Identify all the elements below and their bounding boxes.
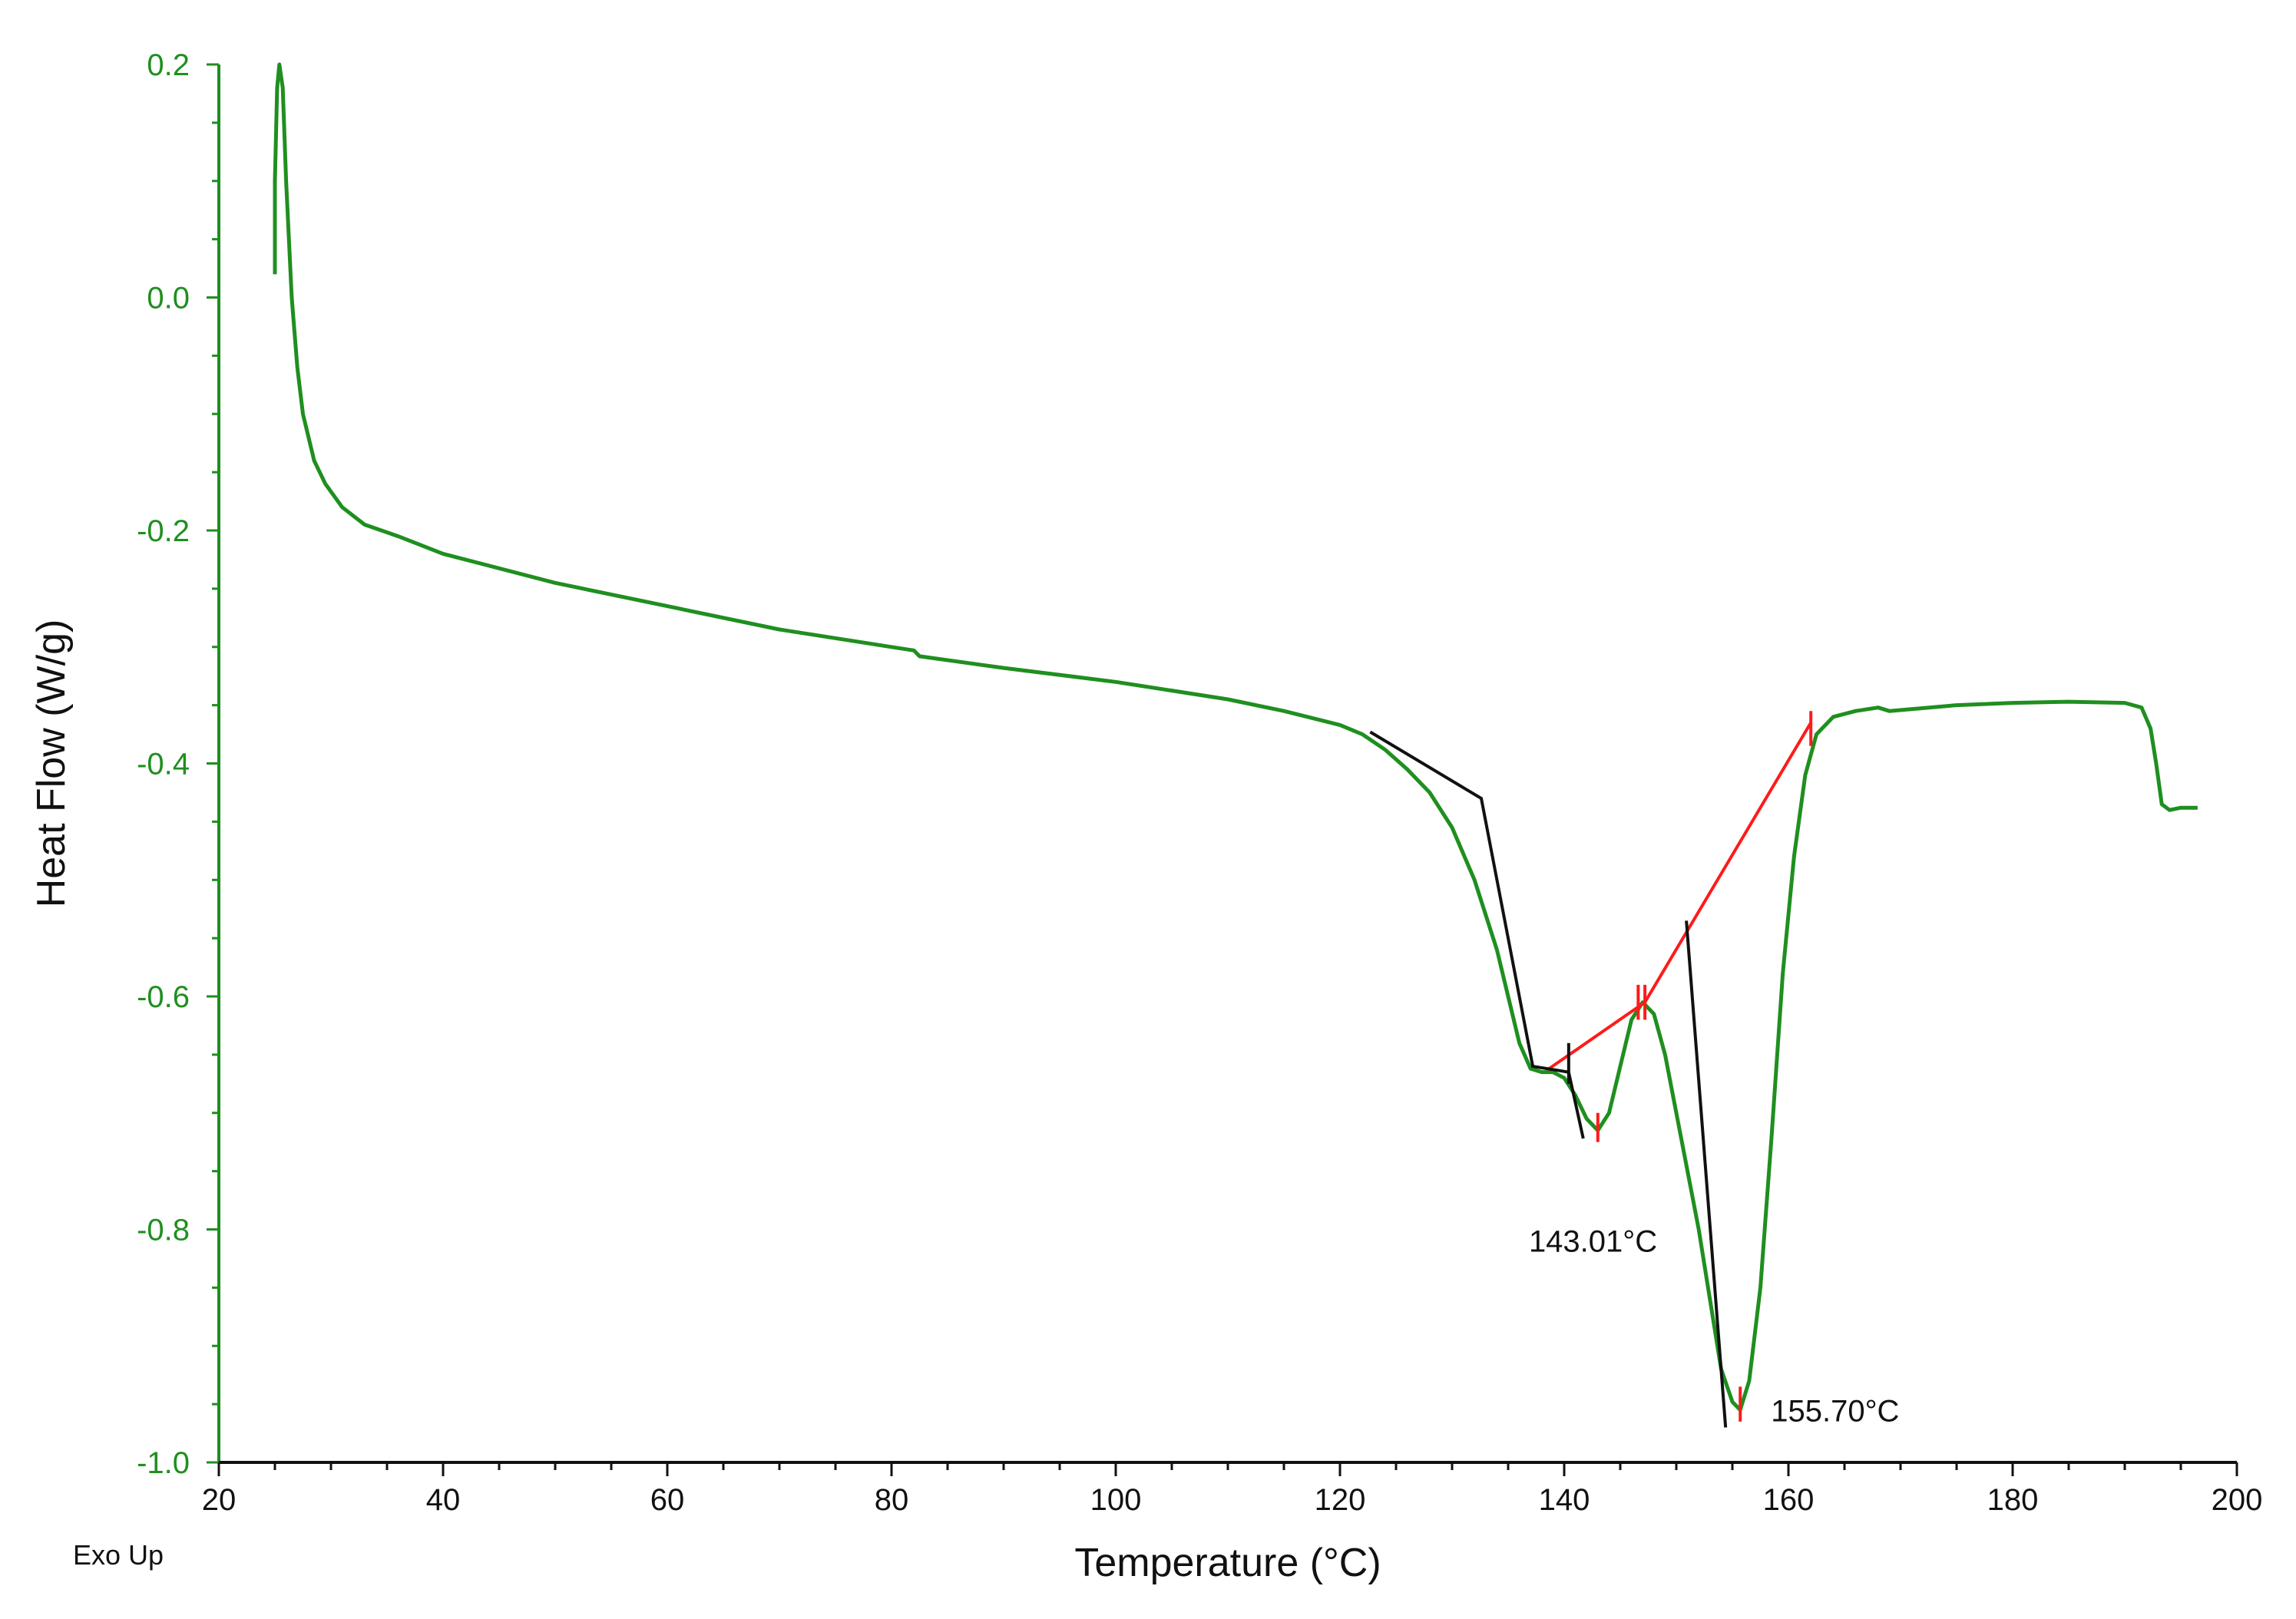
y-tick-label: -0.6 [137,980,190,1014]
x-axis-title: Temperature (°C) [1074,1541,1381,1585]
x-tick-label: 140 [1539,1483,1590,1517]
annotations: 143.01°C 155.70°C [1529,1225,1900,1429]
peak-temperature-label: 155.70°C [1771,1395,1899,1429]
x-tick-label: 40 [426,1483,461,1517]
y-tick-label: -0.8 [137,1214,190,1247]
x-tick-label: 180 [1987,1483,2039,1517]
y-tick-label: -0.2 [137,514,190,548]
heat-flow-curve-group [273,62,2198,1412]
peak-temperature-label: 143.01°C [1529,1225,1657,1259]
tangent-line [1369,730,1585,1139]
x-tick-label: 80 [875,1483,909,1517]
y-tick-label: 0.0 [147,282,190,316]
x-tick-label: 200 [2212,1483,2263,1517]
y-tick-label: -0.4 [137,748,190,781]
exo-up-note: Exo Up [73,1539,164,1571]
x-tick-label: 20 [202,1483,237,1517]
y-axis: 0.2 0.0 -0.2 -0.4 -0.6 -0.8 -1.0 [137,48,220,1480]
x-tick-label: 100 [1090,1483,1142,1517]
y-tick-label: -1.0 [137,1446,190,1480]
x-tick-label: 60 [650,1483,685,1517]
tangent-line [1685,920,1728,1428]
x-axis: 20 40 60 80 100 120 140 160 180 200 [202,1461,2263,1517]
y-tick-label: 0.2 [147,48,190,82]
integration-baseline [1546,722,1812,1072]
x-tick-label: 160 [1763,1483,1815,1517]
heat-flow-curve [273,62,2198,1412]
x-tick-label: 120 [1315,1483,1366,1517]
y-axis-title: Heat Flow (W/g) [29,620,74,908]
analysis-lines [1369,711,1813,1428]
